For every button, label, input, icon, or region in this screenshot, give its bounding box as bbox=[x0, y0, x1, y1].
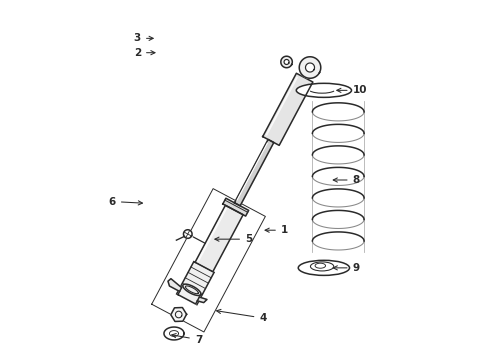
Text: 7: 7 bbox=[172, 334, 202, 345]
Polygon shape bbox=[195, 205, 243, 272]
Polygon shape bbox=[281, 56, 293, 68]
Text: 4: 4 bbox=[217, 309, 267, 323]
Polygon shape bbox=[176, 288, 200, 305]
Ellipse shape bbox=[296, 83, 351, 97]
Polygon shape bbox=[182, 278, 205, 294]
Ellipse shape bbox=[298, 260, 349, 275]
Polygon shape bbox=[299, 57, 321, 78]
Polygon shape bbox=[263, 73, 313, 145]
Polygon shape bbox=[179, 283, 203, 299]
Text: 8: 8 bbox=[333, 175, 360, 185]
Polygon shape bbox=[183, 230, 192, 238]
Text: 1: 1 bbox=[265, 225, 288, 235]
Polygon shape bbox=[284, 59, 289, 64]
Text: 3: 3 bbox=[134, 33, 153, 43]
Polygon shape bbox=[305, 63, 315, 72]
Polygon shape bbox=[185, 273, 208, 288]
Text: 6: 6 bbox=[109, 197, 143, 207]
Text: 10: 10 bbox=[337, 85, 367, 95]
Polygon shape bbox=[188, 267, 211, 283]
Polygon shape bbox=[171, 307, 187, 321]
Ellipse shape bbox=[315, 263, 325, 268]
Polygon shape bbox=[178, 285, 201, 304]
Polygon shape bbox=[164, 327, 184, 340]
Polygon shape bbox=[191, 262, 214, 278]
Text: 5: 5 bbox=[215, 234, 252, 244]
Polygon shape bbox=[168, 279, 182, 291]
Polygon shape bbox=[197, 297, 207, 303]
Text: 2: 2 bbox=[134, 48, 155, 58]
Polygon shape bbox=[183, 284, 201, 296]
Polygon shape bbox=[223, 198, 249, 216]
Ellipse shape bbox=[311, 262, 334, 271]
Text: 9: 9 bbox=[333, 263, 360, 273]
Polygon shape bbox=[234, 139, 274, 206]
